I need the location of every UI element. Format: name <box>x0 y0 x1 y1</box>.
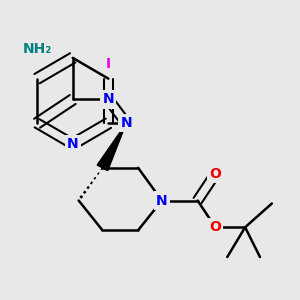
Text: O: O <box>209 220 221 234</box>
Text: NH₂: NH₂ <box>22 42 52 56</box>
Text: N: N <box>103 92 114 106</box>
Text: O: O <box>209 167 221 181</box>
Text: N: N <box>120 116 132 130</box>
Text: I: I <box>106 57 111 71</box>
Text: N: N <box>156 194 168 208</box>
Polygon shape <box>97 123 126 171</box>
Text: N: N <box>67 137 79 151</box>
